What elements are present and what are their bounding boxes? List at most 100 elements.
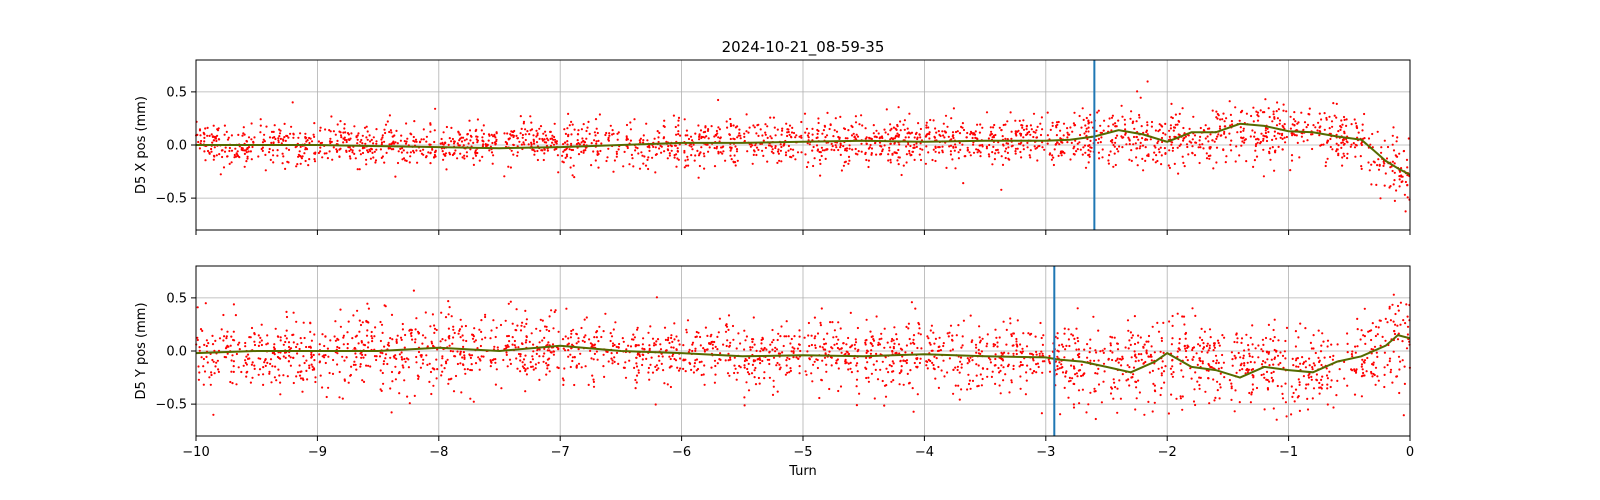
scatter-point	[934, 377, 937, 380]
scatter-point	[281, 152, 284, 155]
scatter-point	[733, 356, 736, 359]
scatter-point	[481, 139, 484, 142]
scatter-point	[1343, 154, 1346, 158]
scatter-point	[1254, 347, 1257, 350]
scatter-point	[647, 156, 650, 159]
scatter-point	[718, 358, 721, 361]
scatter-point	[474, 149, 477, 152]
scatter-point	[405, 122, 408, 125]
scatter-point	[200, 139, 203, 143]
scatter-point	[1160, 372, 1163, 375]
scatter-point	[685, 328, 688, 331]
scatter-point	[734, 145, 737, 148]
scatter-point	[1099, 124, 1102, 127]
scatter-point	[323, 344, 326, 348]
scatter-point	[711, 343, 714, 346]
scatter-point	[818, 158, 822, 162]
scatter-point	[700, 360, 703, 363]
scatter-point	[1354, 143, 1357, 146]
scatter-point	[564, 349, 567, 352]
scatter-point	[1204, 137, 1207, 140]
scatter-point	[896, 132, 899, 135]
scatter-point	[329, 141, 332, 145]
scatter-point	[356, 309, 359, 312]
scatter-point	[1333, 114, 1336, 117]
scatter-point	[431, 367, 434, 370]
scatter-point	[753, 369, 756, 372]
scatter-point	[942, 344, 945, 348]
scatter-point	[994, 382, 997, 385]
scatter-point	[685, 331, 688, 334]
scatter-point	[693, 362, 697, 365]
scatter-point	[1223, 336, 1226, 339]
scatter-point	[508, 358, 512, 361]
scatter-point	[634, 149, 637, 152]
scatter-point	[697, 124, 700, 127]
scatter-point	[1399, 360, 1402, 363]
scatter-point	[371, 337, 374, 340]
scatter-point	[525, 339, 528, 342]
scatter-point	[1282, 103, 1285, 106]
scatter-point	[1281, 148, 1284, 151]
scatter-point	[515, 134, 518, 137]
scatter-point	[595, 127, 598, 130]
scatter-point	[496, 346, 499, 349]
scatter-point	[820, 307, 823, 310]
scatter-point	[495, 326, 498, 329]
scatter-point	[643, 155, 646, 158]
scatter-point	[461, 363, 465, 366]
scatter-point	[925, 145, 928, 148]
scatter-point	[699, 129, 703, 132]
scatter-point	[547, 341, 550, 344]
scatter-point	[909, 342, 912, 345]
scatter-point	[481, 155, 484, 158]
scatter-point	[1029, 133, 1032, 136]
scatter-point	[1157, 367, 1160, 370]
scatter-point	[1190, 377, 1193, 380]
scatter-point	[1111, 141, 1114, 144]
scatter-point	[687, 137, 691, 141]
scatter-point	[1181, 395, 1184, 398]
scatter-point	[543, 352, 546, 355]
scatter-point	[342, 141, 345, 144]
scatter-point	[641, 363, 644, 367]
scatter-point	[1168, 149, 1171, 152]
scatter-point	[764, 131, 767, 134]
scatter-point	[1211, 139, 1214, 142]
scatter-point	[1197, 146, 1200, 149]
scatter-point	[617, 131, 620, 134]
scatter-point	[823, 356, 827, 359]
scatter-point	[1329, 137, 1332, 141]
scatter-point	[538, 378, 541, 381]
scatter-point	[675, 335, 678, 338]
scatter-point	[1097, 329, 1100, 332]
scatter-point	[870, 335, 873, 338]
scatter-point	[1071, 130, 1074, 133]
scatter-point	[1354, 122, 1357, 125]
scatter-point	[325, 395, 328, 399]
scatter-point	[208, 134, 211, 137]
scatter-point	[286, 134, 289, 138]
scatter-point	[210, 147, 213, 151]
scatter-point	[769, 116, 772, 119]
scatter-point	[1302, 361, 1306, 364]
scatter-point	[1395, 189, 1398, 192]
scatter-point	[479, 344, 482, 348]
scatter-point	[747, 389, 751, 392]
scatter-point	[1335, 102, 1338, 105]
scatter-point	[553, 138, 557, 141]
scatter-point	[582, 143, 586, 146]
scatter-point	[1187, 134, 1190, 137]
scatter-point	[1096, 111, 1099, 114]
scatter-point	[284, 139, 287, 142]
scatter-point	[1198, 387, 1201, 390]
scatter-point	[313, 135, 316, 138]
scatter-point	[610, 352, 613, 355]
scatter-point	[1140, 353, 1143, 356]
scatter-point	[433, 327, 437, 330]
scatter-point	[1332, 406, 1335, 409]
scatter-point	[1253, 159, 1256, 162]
scatter-point	[616, 138, 619, 141]
scatter-point	[503, 132, 506, 135]
